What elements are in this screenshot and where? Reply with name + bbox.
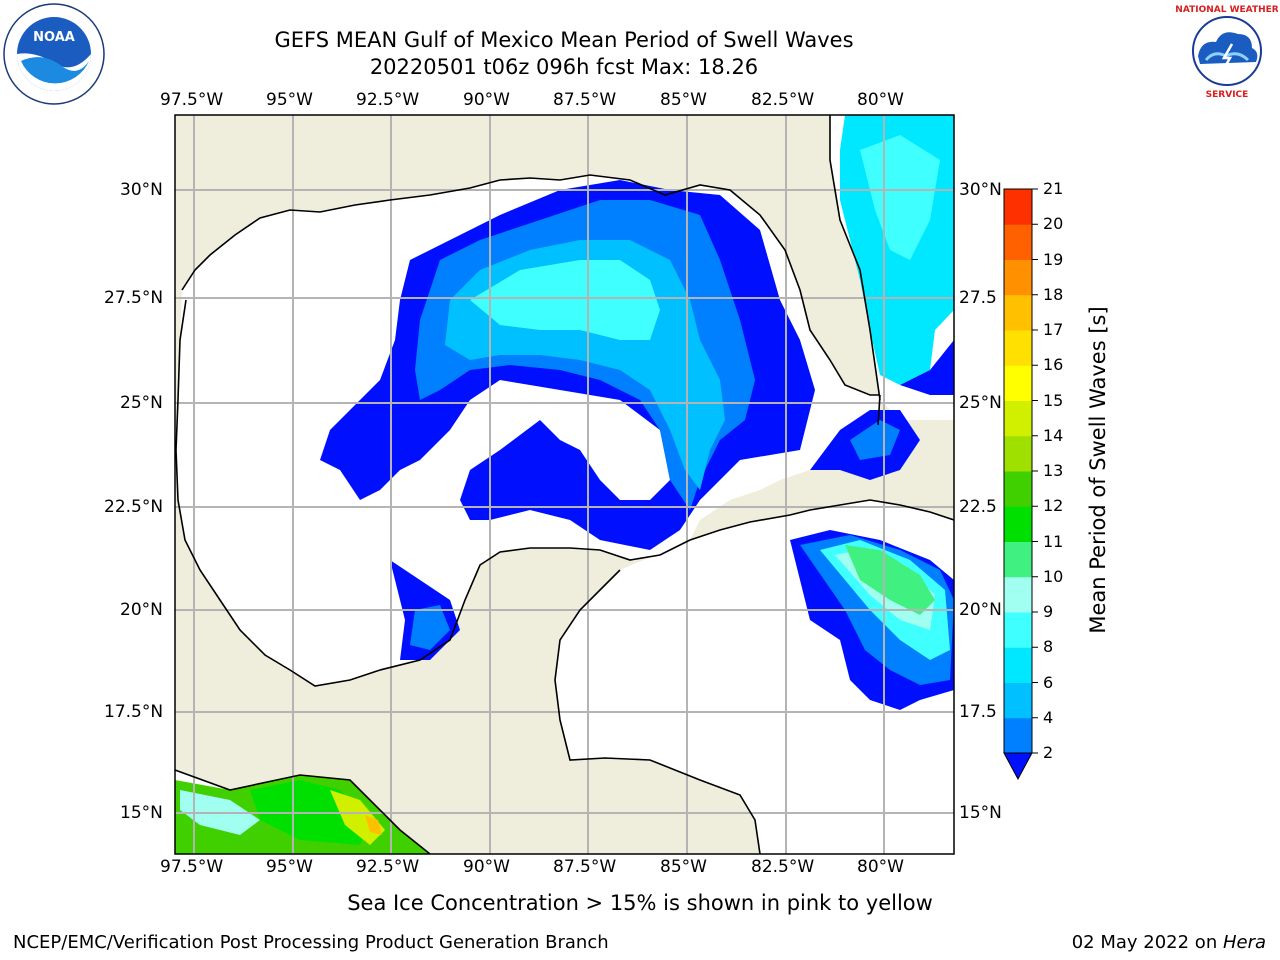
contour-4s-bahamas	[850, 420, 900, 460]
lon-tick: 90°W	[463, 857, 510, 877]
svg-text:NOAA: NOAA	[33, 30, 75, 45]
colorbar-segment	[1004, 612, 1032, 648]
lat-tick: 22.5	[959, 497, 997, 517]
lat-tick: 30°N	[120, 180, 163, 200]
colorbar-tick-label: 15	[1043, 390, 1064, 410]
colorbar-segment	[1004, 471, 1032, 507]
colorbar-segment	[1004, 435, 1032, 472]
lon-tick: 85°W	[660, 90, 707, 110]
contour-4s-yucatan	[410, 605, 450, 650]
colorbar-tick-label: 9	[1043, 602, 1054, 621]
colorbar-segment	[1004, 224, 1032, 260]
lon-tick: 80°W	[857, 90, 904, 110]
colorbar-tick-label: 8	[1043, 637, 1054, 657]
contour-8s-atlantic	[860, 135, 940, 260]
colorbar-segment	[1004, 541, 1032, 578]
noaa-logo: NOAA	[3, 3, 105, 105]
colorbar-segment	[1004, 682, 1032, 719]
map-frame	[174, 114, 955, 855]
colorbar-tick-label: 13	[1043, 461, 1064, 480]
map-title: GEFS MEAN Gulf of Mexico Mean Period of …	[274, 28, 854, 52]
lon-tick: 90°W	[463, 90, 510, 110]
colorbar-segment	[1004, 506, 1032, 542]
lon-tick: 92.5°W	[356, 857, 420, 877]
lon-tick: 95°W	[266, 90, 313, 110]
colorbar-segment	[1004, 576, 1032, 613]
lat-tick: 25°N	[959, 393, 1002, 413]
contour-8s-gulf	[470, 260, 660, 340]
contour-2s-atlantic	[900, 340, 954, 395]
graticule	[175, 115, 954, 854]
lat-tick: 25°N	[120, 393, 163, 413]
run-date: 02 May 2022 on Hera	[1072, 932, 1266, 953]
lat-tick: 27.5°N	[104, 288, 164, 308]
colorbar-tick-label: 2	[1043, 743, 1054, 762]
lat-tick: 30°N	[959, 180, 1002, 200]
colorbar-tick-label: 4	[1043, 707, 1054, 727]
lon-tick: 92.5°W	[356, 90, 420, 110]
colorbar-tick-label: 12	[1043, 496, 1064, 516]
lat-tick: 17.5	[959, 702, 997, 722]
lon-tick: 97.5°W	[160, 857, 224, 877]
colorbar-title: Mean Period of Swell Waves [s]	[1086, 306, 1110, 634]
svg-text:NATIONAL WEATHER: NATIONAL WEATHER	[1176, 5, 1278, 15]
colorbar-tick-label: 18	[1043, 284, 1064, 304]
colorbar-segment	[1004, 717, 1032, 754]
colorbar-tick-label: 14	[1043, 425, 1064, 445]
lon-tick: 87.5°W	[553, 90, 617, 110]
coastline	[175, 115, 954, 854]
colorbar-segment	[1004, 189, 1032, 225]
lat-tick: 20°N	[120, 600, 163, 620]
colorbar-tick-label: 6	[1043, 672, 1054, 692]
colorbar-tick-label: 11	[1043, 531, 1064, 551]
colorbar-tick-label: 16	[1043, 355, 1064, 375]
map-subtitle: 20220501 t06z 096h fcst Max: 18.26	[369, 55, 759, 79]
colorbar-tick-label: 20	[1043, 214, 1064, 234]
run-date-text: 02 May 2022 on	[1071, 932, 1223, 953]
colorbar-segment	[1004, 259, 1032, 296]
colorbar-tick-label: 10	[1043, 566, 1064, 586]
colorbar-tick-label: 21	[1043, 179, 1064, 198]
colorbar-tick-label: 19	[1043, 249, 1064, 269]
lat-tick: 17.5°N	[104, 702, 164, 722]
colorbar-segment	[1004, 330, 1032, 366]
contour-10s-caribbean	[845, 545, 935, 615]
lat-tick: 15°N	[959, 803, 1002, 823]
lon-tick: 95°W	[266, 857, 313, 877]
colorbar-extend-arrow	[1003, 752, 1033, 781]
colorbar-segment	[1004, 647, 1032, 683]
lon-tick: 82.5°W	[751, 90, 815, 110]
lat-tick: 15°N	[120, 803, 163, 823]
contour-16s-pacific	[365, 815, 382, 835]
lon-tick: 87.5°W	[553, 857, 617, 877]
colorbar-segment	[1004, 294, 1032, 331]
lon-tick: 97.5°W	[160, 90, 224, 110]
svg-text:SERVICE: SERVICE	[1206, 90, 1249, 100]
colorbar-tick-label: 17	[1043, 320, 1064, 339]
lat-tick: 27.5	[959, 288, 997, 308]
lon-tick: 85°W	[660, 857, 707, 877]
colorbar	[1003, 188, 1038, 781]
host-name: Hera	[1222, 932, 1266, 953]
colorbar-segment	[1004, 400, 1032, 437]
lat-tick: 20°N	[959, 600, 1002, 620]
lat-tick: 22.5°N	[104, 497, 164, 517]
colorbar-segment	[1004, 365, 1032, 401]
branch-credit: NCEP/EMC/Verification Post Processing Pr…	[13, 932, 609, 953]
lon-tick: 80°W	[857, 857, 904, 877]
sea-ice-note: Sea Ice Concentration > 15% is shown in …	[347, 891, 933, 915]
lon-tick: 82.5°W	[751, 857, 815, 877]
national-weather-service-logo: NATIONAL WEATHER SERVICE	[1176, 2, 1278, 100]
